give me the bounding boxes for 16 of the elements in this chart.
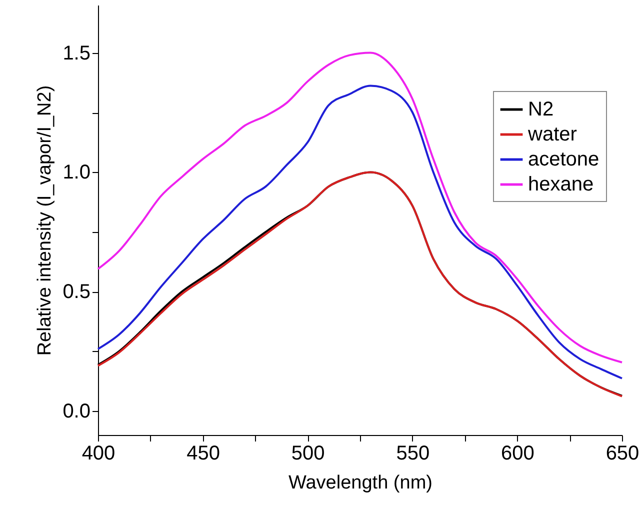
legend-label: acetone	[528, 148, 600, 170]
x-tick-label: 450	[186, 442, 220, 464]
x-axis-title: Wavelength (nm)	[288, 472, 432, 494]
y-tick-label: 1.0	[62, 162, 90, 184]
x-tick-label: 600	[501, 442, 534, 464]
legend-label: N2	[528, 98, 554, 120]
y-axis-title: Relative intensity (I_vapor/I_N2)	[34, 85, 56, 356]
y-tick-label: 1.5	[62, 42, 90, 64]
y-tick-label: 0.0	[62, 400, 90, 423]
legend-label: hexane	[528, 174, 594, 196]
x-tick-label: 400	[82, 442, 116, 464]
y-tick-label: 0.5	[62, 281, 90, 304]
legend-label: water	[527, 124, 578, 146]
x-tick-label: 550	[396, 442, 430, 464]
x-tick-label: 500	[291, 442, 325, 464]
x-tick-label: 650	[606, 442, 640, 464]
